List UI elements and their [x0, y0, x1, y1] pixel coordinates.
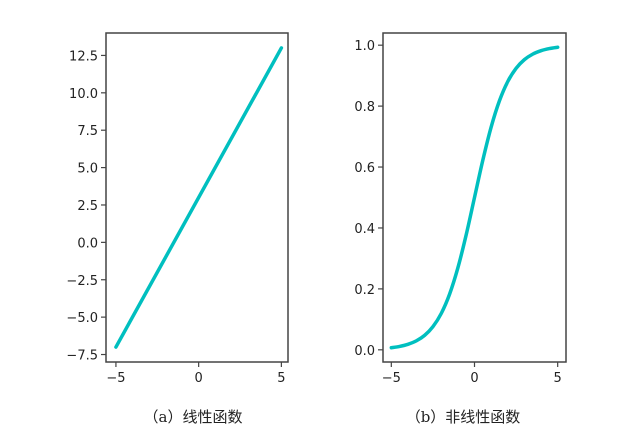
x-tick-label: 5 [554, 371, 562, 386]
y-tick-label: −7.5 [66, 349, 98, 364]
y-tick-label: 0.8 [354, 100, 375, 115]
y-tick-label: 10.0 [69, 87, 98, 102]
caption-b: （b）非线性函数 [405, 408, 521, 426]
x-tick-label: −5 [382, 371, 401, 386]
subplot-b: −5 0 5 0.0 0.2 0.4 0.6 0.8 1.0 [354, 32, 567, 386]
y-tick-label: 12.5 [69, 49, 98, 64]
y-tick-label: 0.6 [354, 161, 375, 176]
x-tick-label: 5 [277, 371, 285, 386]
x-tick-label: 0 [470, 371, 478, 386]
y-tick-label: 0.0 [354, 344, 375, 359]
x-tick-label: −5 [106, 371, 125, 386]
y-tick-label: 2.5 [77, 199, 98, 214]
series-line-sigmoid [389, 45, 560, 350]
y-tick-label: −5.0 [66, 311, 98, 326]
y-tick-label: −2.5 [66, 274, 98, 289]
x-tick-label: 0 [195, 371, 203, 386]
y-tick-label: 0.0 [77, 236, 98, 251]
y-tick-label: 1.0 [354, 39, 375, 54]
y-tick-label: 0.4 [354, 222, 375, 237]
y-tick-label: 7.5 [77, 124, 98, 139]
caption-a: （a）线性函数 [143, 408, 243, 426]
y-tick-label: 5.0 [77, 162, 98, 177]
y-tick-label: 0.2 [354, 283, 375, 298]
subplot-a: −5 0 5 −7.5 −5.0 −2.5 0.0 2.5 5.0 7.5 10.0 12.5 [66, 32, 289, 386]
series-line-linear [114, 46, 284, 349]
